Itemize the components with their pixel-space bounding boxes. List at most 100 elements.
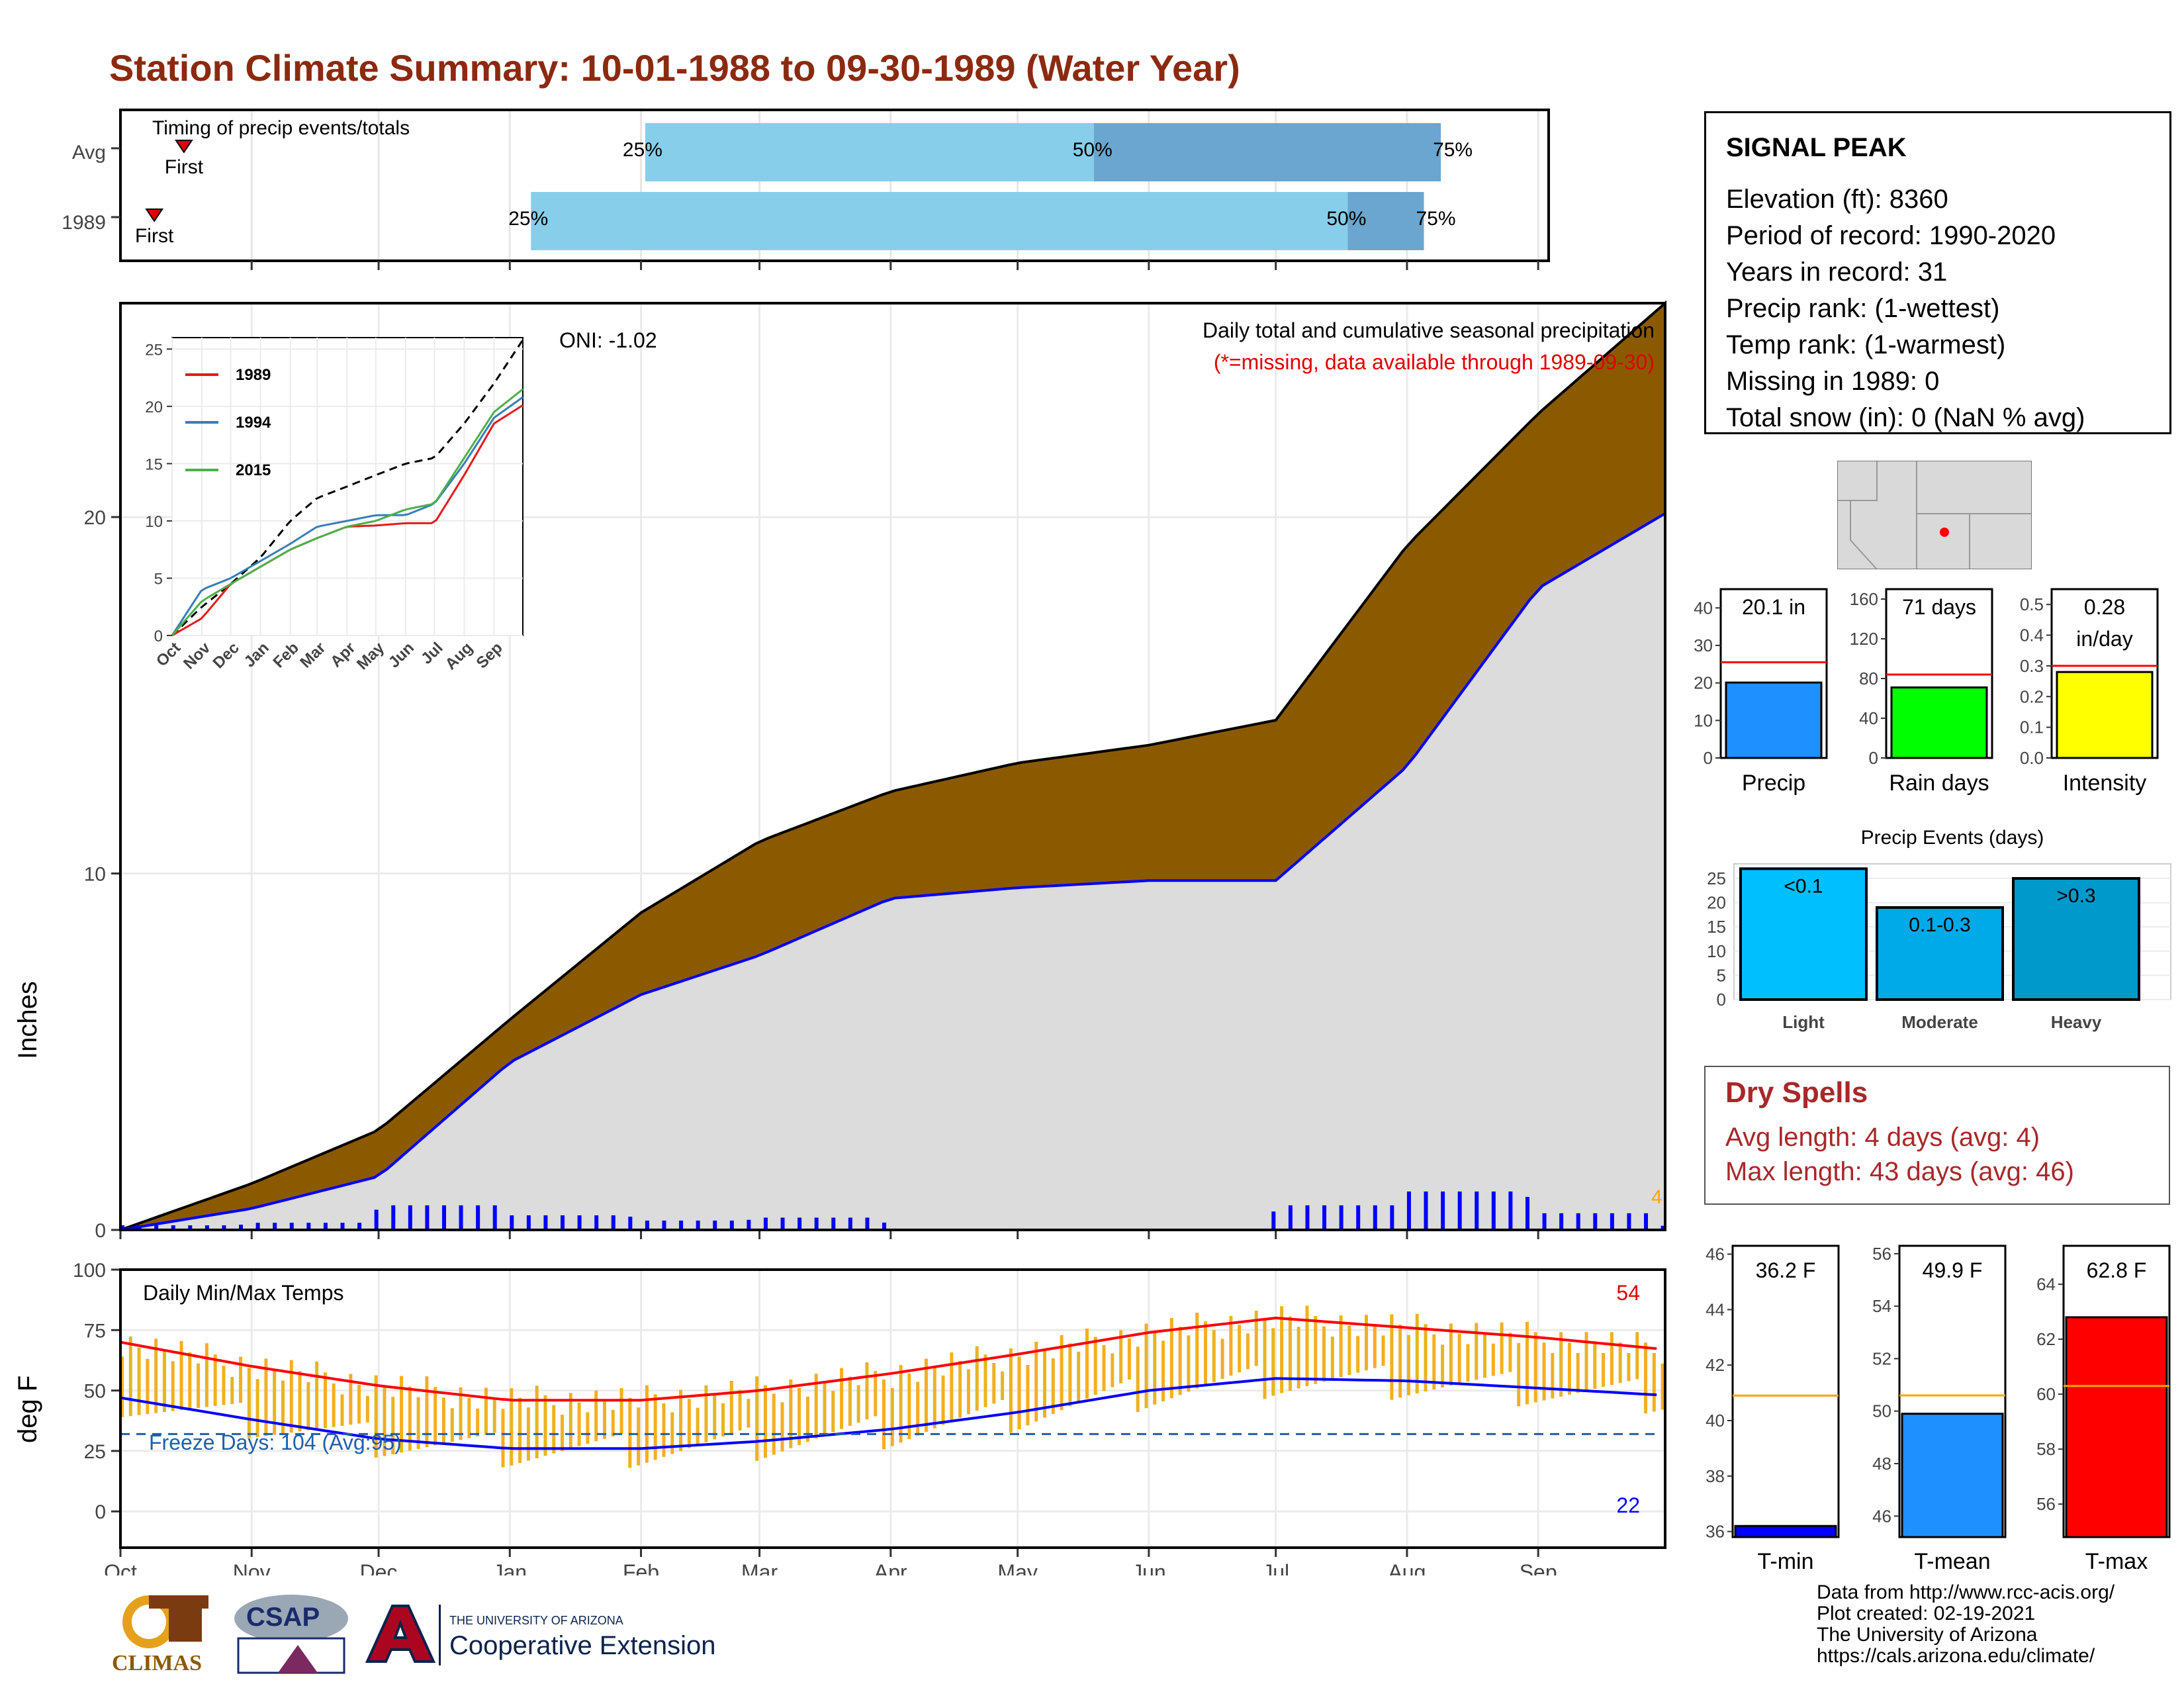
daily-precip-bar <box>662 1220 666 1230</box>
temp-range-bar <box>772 1393 776 1455</box>
avg-max-line <box>120 1317 1657 1402</box>
daily-precip-bar <box>882 1222 887 1230</box>
page-title: Station Climate Summary: 10-01-1988 to 0… <box>109 47 1240 89</box>
inset-ytick-label: 10 <box>145 513 163 531</box>
temp-range-bar <box>1584 1332 1588 1391</box>
temp-range-bar <box>1127 1338 1131 1380</box>
temp-range-bar <box>247 1368 251 1438</box>
precip-ytick-label: 0 <box>95 1220 106 1242</box>
temp-range-bar <box>1271 1328 1275 1396</box>
summary-ytick-intensity: 0.2 <box>2020 686 2044 706</box>
daily-precip-bar <box>1271 1211 1276 1230</box>
summary-ytick-precip: 40 <box>1694 598 1713 618</box>
temp-range-bar <box>1043 1350 1047 1418</box>
daily-precip-bar <box>171 1225 175 1230</box>
daily-precip-bar <box>628 1216 633 1230</box>
temp-range-bar <box>552 1405 556 1454</box>
ua-a-mark <box>365 1605 436 1663</box>
temp-range-bar <box>1068 1343 1072 1407</box>
climas-logo: CLIMAS <box>109 1582 215 1681</box>
inset-ytick-label: 15 <box>145 455 163 473</box>
inset-xtick-label: Mar <box>296 639 329 671</box>
station-marker <box>1940 528 1949 537</box>
daily-precip-bar <box>814 1217 819 1230</box>
summary-ytick-rain_days: 40 <box>1859 708 1878 728</box>
location-map <box>1837 461 2032 569</box>
temp-range-bar <box>1339 1315 1343 1378</box>
temp-range-bar <box>501 1409 505 1468</box>
csap-logo: CSAP <box>232 1592 351 1678</box>
temp-range-bar <box>983 1354 987 1407</box>
dry-spells-avg: Avg length: 4 days (avg: 4) <box>1725 1123 2040 1152</box>
temp-range-bar <box>755 1376 759 1461</box>
events-category-1: Moderate <box>1901 1012 1978 1032</box>
timing-row-avg-label: Avg <box>72 142 106 164</box>
daily-precip-bar <box>205 1225 209 1230</box>
temp-range-bar <box>1652 1353 1656 1412</box>
daily-precip-bar <box>459 1205 463 1230</box>
temp-ytick-label: 50 <box>84 1381 106 1403</box>
temp-range-bar <box>679 1389 683 1452</box>
temp-range-bar <box>1551 1353 1555 1399</box>
tsum-value-tmin: 36.2 F <box>1756 1258 1816 1282</box>
daily-precip-bar <box>696 1220 700 1230</box>
summary-ytick-intensity: 0.5 <box>2020 594 2044 614</box>
daily-precip-bar <box>645 1220 649 1230</box>
temp-range-bar <box>154 1338 158 1413</box>
daily-precip-bar <box>1441 1191 1445 1230</box>
events-category-2: Heavy <box>2051 1012 2102 1032</box>
daily-precip-bar <box>1576 1213 1580 1230</box>
temp-range-bar <box>840 1368 844 1429</box>
temp-range-bar <box>1195 1313 1199 1389</box>
daily-precip-bar <box>526 1215 531 1230</box>
temp-range-bar <box>1517 1342 1521 1407</box>
credit-line-2: Plot created: 02-19-2021 <box>1817 1603 2036 1624</box>
legend-2015: 2015 <box>236 461 271 479</box>
temp-range-bar <box>391 1397 395 1454</box>
temp-range-bar <box>1457 1333 1461 1384</box>
daily-precip-bar <box>797 1217 802 1230</box>
temp-range-bar <box>789 1379 793 1448</box>
inset-xtick-label: Aug <box>442 639 477 673</box>
daily-precip-bar <box>1644 1213 1649 1230</box>
temp-range-bar <box>662 1403 666 1457</box>
legend-1994: 1994 <box>236 414 271 432</box>
temp-range-bar <box>171 1361 175 1411</box>
daily-precip-bar <box>154 1225 159 1230</box>
daily-precip-bar <box>1491 1191 1496 1230</box>
cold-count: 22 <box>1616 1493 1640 1517</box>
timing-row-1989-label: 1989 <box>62 212 106 234</box>
temp-range-bar <box>298 1371 302 1432</box>
temp-xtick-label: Nov <box>233 1560 271 1575</box>
temp-range-bar <box>1424 1324 1428 1392</box>
daily-precip-bar <box>374 1209 379 1230</box>
daily-precip-bar <box>679 1220 684 1230</box>
temp-summary-bars: 36 38 40 42 44 46 36.2 F T-min 46 48 50 52 54 56 49.9 … <box>1706 1244 2171 1574</box>
events-ytick-label: 20 <box>1707 893 1726 913</box>
temp-range-bar <box>619 1387 623 1434</box>
summary-ytick-rain_days: 80 <box>1859 669 1878 688</box>
temp-range-bar <box>1356 1336 1360 1373</box>
temp-range-bar <box>357 1385 361 1424</box>
inset-series-1994 <box>171 396 523 636</box>
daily-precip-bar <box>306 1223 311 1230</box>
summary-ytick-precip: 30 <box>1694 635 1713 655</box>
temp-range-bar <box>1381 1335 1385 1366</box>
temp-range-bar <box>1567 1342 1571 1395</box>
inset-xtick-label: May <box>353 639 388 674</box>
tsum-ytick-tmin: 38 <box>1706 1466 1725 1486</box>
precip-events-chart: Precip Events (days) 0 5 10 15 20 25 <0.1 Light… <box>1707 827 2171 1032</box>
csap-logo-text: CSAP <box>246 1603 320 1632</box>
timing-bar-25-50 <box>531 192 1348 250</box>
temp-range-bar <box>1178 1327 1182 1395</box>
temp-range-bar <box>577 1402 581 1446</box>
temp-xtick-label: Apr <box>874 1560 907 1575</box>
temp-range-bar <box>518 1397 522 1464</box>
temp-range-bar <box>856 1385 860 1423</box>
inset-ytick-label: 20 <box>145 399 163 416</box>
station-temp-rank: Temp rank: (1-warmest) <box>1726 330 2006 359</box>
timing-bar-50-75 <box>1093 123 1441 181</box>
daily-precip-bar <box>747 1219 751 1230</box>
inset-ytick-label: 5 <box>154 570 163 588</box>
